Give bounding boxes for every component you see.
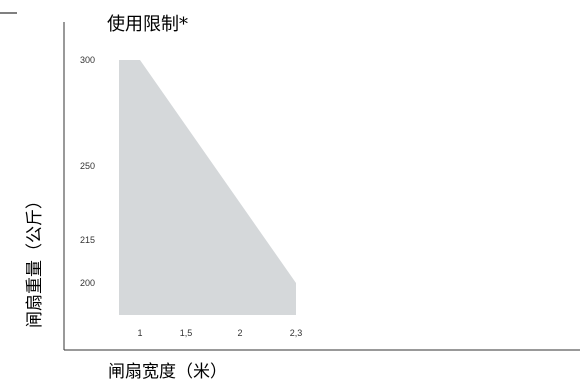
- y-tick-label: 250: [80, 161, 95, 171]
- x-tick-label: 1,5: [180, 328, 193, 338]
- x-tick-labels: 1 1,5 2 2,3: [137, 328, 302, 338]
- x-tick-label: 2,3: [290, 328, 303, 338]
- chart-title: 使用限制*: [107, 14, 188, 35]
- y-tick-label: 300: [80, 55, 95, 65]
- x-tick-label: 1: [137, 328, 142, 338]
- y-axis-title: 闸扇重量（公斤）: [25, 192, 45, 328]
- x-axis-title: 闸扇宽度（米）: [108, 362, 227, 382]
- x-tick-label: 2: [237, 328, 242, 338]
- y-tick-label: 200: [80, 278, 95, 288]
- y-tick-label: 215: [80, 235, 95, 245]
- y-tick-labels: 300 250 215 200: [80, 55, 95, 288]
- usage-limit-area: [119, 60, 296, 315]
- plot-area: [119, 60, 296, 315]
